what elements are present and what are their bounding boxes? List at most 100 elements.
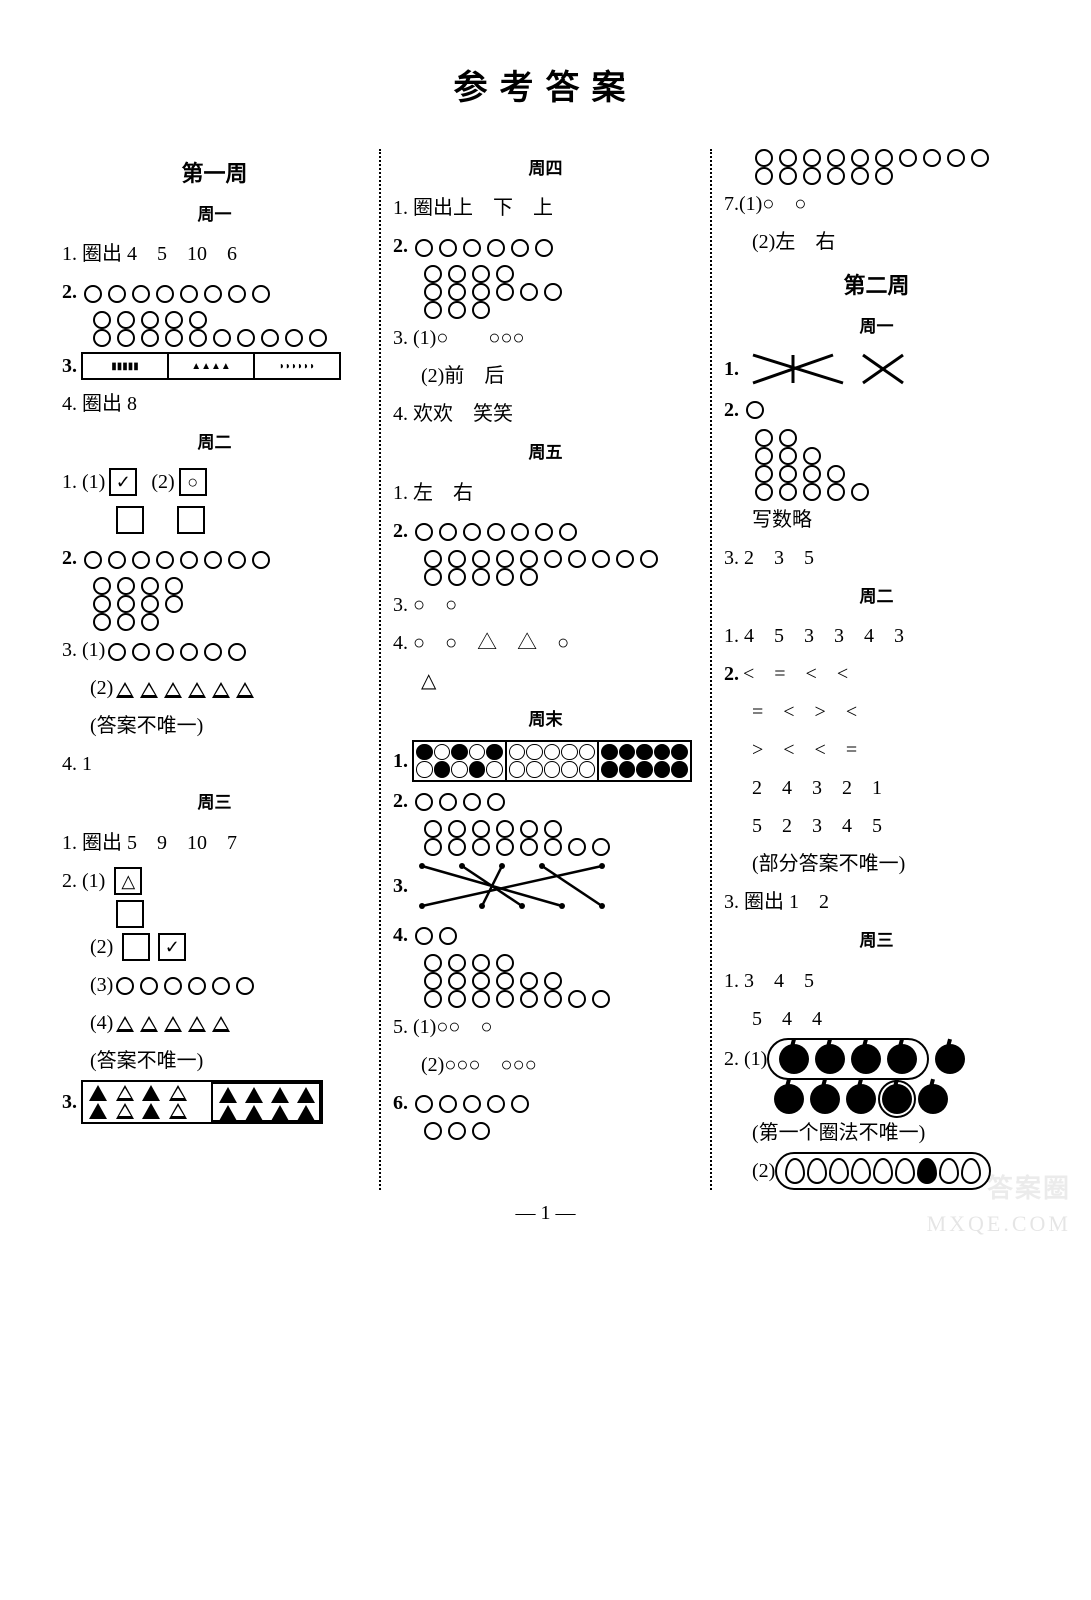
pear-icon-filled [917, 1158, 937, 1184]
pear-icon [961, 1158, 981, 1184]
circles-row [81, 273, 273, 311]
triangles-row [113, 669, 257, 707]
empty-box [116, 900, 144, 928]
circles-row [412, 512, 580, 550]
day-heading: 周五 [393, 437, 698, 469]
note-line: (答案不唯一) [62, 707, 367, 745]
answer-line: 1. 左 右 [393, 474, 698, 512]
apple-icon [918, 1084, 948, 1114]
circles-row [62, 613, 367, 631]
pear-icon [785, 1158, 805, 1184]
columns: 第一周 周一 1. 圈出 4 5 10 6 2. 3. ▮▮▮▮▮▲▲▲▲◗◗◗… [50, 149, 1041, 1190]
answer-line: 3. [393, 856, 698, 916]
note-line: (答案不唯一) [62, 1042, 367, 1080]
answer-line: 1. [393, 740, 698, 782]
apple-icon-circled [882, 1084, 912, 1114]
answer-line: 2. [724, 391, 1029, 429]
day-heading: 周一 [724, 311, 1029, 343]
circles-row [724, 447, 1029, 465]
apple-icon [810, 1084, 840, 1114]
circles-row [393, 568, 698, 586]
circles-row [724, 149, 1029, 167]
oval-group [767, 1038, 929, 1080]
q-num: 6. [393, 1084, 408, 1122]
answer-line: 4. [393, 916, 698, 954]
circle-icon [746, 401, 764, 419]
triangle-strip [81, 1080, 323, 1124]
circles-row [62, 577, 367, 595]
q-num: 2. [393, 782, 408, 820]
answer-line: 3. 圈出 1 2 [724, 883, 1029, 921]
answer-line: 2. [393, 782, 698, 820]
pear-icon [851, 1158, 871, 1184]
answer-line: 2. [62, 273, 367, 311]
answer-line: (2)左 右 [724, 223, 1029, 261]
note-line: 写数略 [724, 501, 1029, 539]
text: 3. (1) [62, 631, 105, 669]
triangles-row [113, 1004, 233, 1042]
q-num: 4. [393, 916, 408, 954]
q-num: 1. [724, 350, 739, 388]
column-3: 7.(1)○ ○ (2)左 右 第二周 周一 1. 2. 写数略 3. 2 3 … [710, 149, 1041, 1190]
page-number: — 1 — [50, 1202, 1041, 1225]
apple-icon [846, 1084, 876, 1114]
circles-row [724, 483, 1029, 501]
text: 2. (1) [724, 1040, 767, 1078]
box-tri: △ [114, 867, 142, 895]
answer-line: 2. (1) △ [62, 862, 367, 900]
answer-line: (4) [62, 1004, 367, 1042]
empty-box [177, 506, 205, 534]
answer-line: 3. [62, 1080, 367, 1124]
apple-icon [887, 1044, 917, 1074]
q-num: 2. [62, 539, 77, 577]
answer-line: 5 2 3 4 5 [724, 807, 1029, 845]
text: (4) [90, 1004, 113, 1042]
answer-line: 3. (1) [62, 631, 367, 669]
cross-lines-graphic [412, 856, 612, 916]
answer-line: 2.< = < < [724, 655, 1029, 693]
circles-row [393, 1122, 698, 1140]
note-line: (第一个圈法不唯一) [724, 1114, 1029, 1152]
answer-line: 3. 2 3 5 [724, 539, 1029, 577]
text: (2) [90, 669, 113, 707]
circles-row [393, 838, 698, 856]
cross-lines-graphic [743, 347, 913, 391]
answer-line: 5. (1)○○ ○ [393, 1008, 698, 1046]
circles-row [724, 167, 1029, 185]
text: < = < < [743, 655, 848, 693]
circles-row [412, 782, 508, 820]
text: (2) [752, 1152, 775, 1190]
watermark: MXQE.COM [927, 1211, 1071, 1237]
q-num: 2. [393, 227, 408, 265]
answer-line: (2) [62, 669, 367, 707]
circles-row [393, 550, 698, 568]
answer-line: 3. ▮▮▮▮▮▲▲▲▲◗◗◗◗◗◗ [62, 347, 367, 385]
q-num: 2. [62, 273, 77, 311]
day-heading: 周二 [62, 427, 367, 459]
pear-icon [807, 1158, 827, 1184]
circles-row [62, 329, 367, 347]
apple-icon [779, 1044, 809, 1074]
answer-line [62, 900, 367, 928]
text: (2) [90, 928, 113, 966]
text: 1. (1) [62, 463, 105, 501]
apple-icon [774, 1084, 804, 1114]
answer-line: △ [393, 662, 698, 700]
day-heading: 周一 [62, 199, 367, 231]
answer-line: 4. 欢欢 笑笑 [393, 395, 698, 433]
q-num: 2. [724, 655, 739, 693]
answer-line: 2. [393, 227, 698, 265]
circles-row [62, 311, 367, 329]
page-title: 参考答案 [50, 60, 1041, 109]
apple-icon [851, 1044, 881, 1074]
answer-line: 7.(1)○ ○ [724, 185, 1029, 223]
watermark: 答案圈 [987, 1168, 1071, 1205]
answer-line [724, 1080, 1029, 1114]
answer-line: 2. [62, 539, 367, 577]
q-num: 1. [393, 742, 408, 780]
answer-line: (2)○○○ ○○○ [393, 1046, 698, 1084]
answer-line: (3) [62, 966, 367, 1004]
circles-row [412, 916, 460, 954]
box-circle: ○ [179, 468, 207, 496]
note-line: (部分答案不唯一) [724, 845, 1029, 883]
